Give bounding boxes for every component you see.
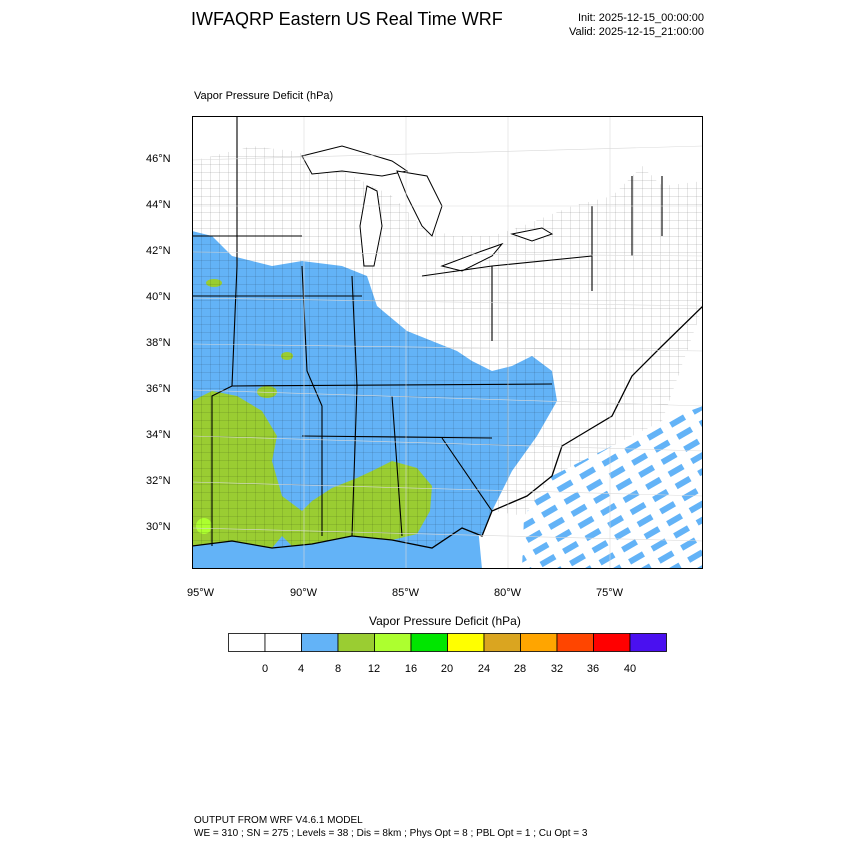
colorbar-title: Vapor Pressure Deficit (hPa) (369, 614, 521, 628)
colorbar-swatch (338, 634, 375, 652)
valid-time: Valid: 2025-12-15_21:00:00 (569, 26, 704, 38)
lon-label-90: 90°W (290, 587, 317, 599)
colorbar-swatch (265, 634, 302, 652)
colorbar-swatch (557, 634, 594, 652)
colorbar-label-24: 24 (469, 663, 499, 675)
colorbar-swatch (448, 634, 485, 652)
colorbar-swatch (484, 634, 521, 652)
colorbar-label-8: 8 (323, 663, 353, 675)
lat-label-30: 30°N (146, 521, 171, 533)
colorbar-label-16: 16 (396, 663, 426, 675)
lat-label-40: 40°N (146, 291, 171, 303)
colorbar (228, 633, 667, 652)
lon-label-85: 85°W (392, 587, 419, 599)
plot-variable-label: Vapor Pressure Deficit (hPa) (194, 90, 333, 102)
colorbar-label-12: 12 (359, 663, 389, 675)
colorbar-swatch (594, 634, 631, 652)
map-title: IWFAQRP Eastern US Real Time WRF (191, 9, 503, 30)
colorbar-label-0: 0 (250, 663, 280, 675)
colorbar-swatch (411, 634, 448, 652)
lon-label-75: 75°W (596, 587, 623, 599)
lon-label-80: 80°W (494, 587, 521, 599)
map-canvas (192, 116, 703, 569)
colorbar-swatch (375, 634, 412, 652)
lat-label-46: 46°N (146, 153, 171, 165)
colorbar-label-4: 4 (286, 663, 316, 675)
colorbar-swatch (521, 634, 558, 652)
init-time: Init: 2025-12-15_00:00:00 (578, 12, 704, 24)
colorbar-label-32: 32 (542, 663, 572, 675)
lat-label-44: 44°N (146, 199, 171, 211)
footer-config-line: WE = 310 ; SN = 275 ; Levels = 38 ; Dis … (194, 828, 587, 839)
lat-label-34: 34°N (146, 429, 171, 441)
colorbar-label-28: 28 (505, 663, 535, 675)
colorbar-swatch (302, 634, 339, 652)
colorbar-label-36: 36 (578, 663, 608, 675)
colorbar-label-40: 40 (615, 663, 645, 675)
lon-label-95: 95°W (187, 587, 214, 599)
lat-label-32: 32°N (146, 475, 171, 487)
footer-model-line: OUTPUT FROM WRF V4.6.1 MODEL (194, 815, 363, 826)
lat-label-38: 38°N (146, 337, 171, 349)
lat-label-36: 36°N (146, 383, 171, 395)
colorbar-swatch (229, 634, 266, 652)
lat-label-42: 42°N (146, 245, 171, 257)
colorbar-swatch (630, 634, 667, 652)
colorbar-label-20: 20 (432, 663, 462, 675)
map-panel (192, 116, 703, 569)
